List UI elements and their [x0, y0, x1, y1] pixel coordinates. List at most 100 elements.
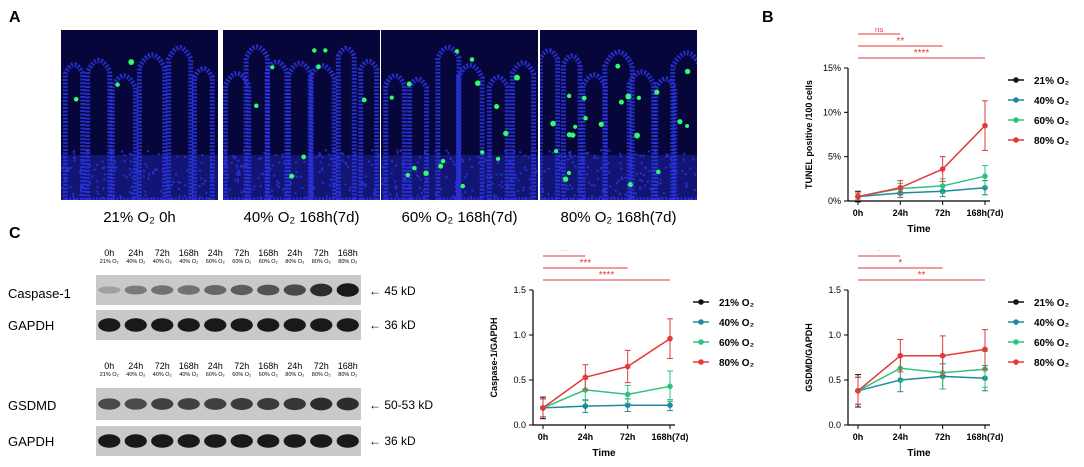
blot-band	[230, 318, 253, 332]
data-point	[624, 363, 631, 370]
nucleus	[309, 163, 313, 166]
nucleus	[506, 185, 510, 189]
nucleus	[103, 166, 106, 169]
nucleus	[390, 172, 393, 175]
nucleus	[485, 175, 489, 179]
blot-band	[336, 283, 359, 297]
lane-condition: 80% O₂	[338, 259, 358, 265]
nucleus	[541, 188, 544, 191]
x-tick-label: 168h(7d)	[966, 432, 1003, 442]
villus	[383, 73, 407, 200]
nucleus	[524, 196, 527, 200]
x-axis-label: Time	[907, 448, 931, 459]
x-tick-label: 168h(7d)	[651, 432, 688, 442]
legend-marker	[698, 299, 704, 305]
nucleus	[352, 186, 356, 189]
nucleus	[568, 184, 572, 187]
tunel-positive-cell	[583, 115, 588, 121]
gsdmd-chart: 0.0 0.5 1.0 1.5 0h 24h 72h 168h(7d) Time GSDMD/GA…	[804, 250, 1069, 459]
lane-time: 24h	[207, 361, 223, 371]
nucleus	[419, 156, 422, 159]
tunel-positive-cell	[115, 82, 120, 87]
nucleus	[556, 183, 559, 187]
nucleus	[620, 167, 623, 170]
nucleus	[615, 181, 619, 185]
lane-condition: 80% O₂	[338, 372, 358, 378]
lane-condition: 40% O₂	[126, 372, 146, 378]
lane-condition: 60% O₂	[258, 372, 278, 378]
lane-label: 72h 60% O₂	[229, 361, 256, 378]
nucleus	[607, 171, 611, 174]
blot-band	[151, 318, 174, 332]
tunel-positive-cell	[598, 121, 604, 127]
nucleus	[301, 186, 304, 190]
nucleus	[434, 149, 437, 153]
nucleus	[635, 172, 639, 176]
tunel-positive-cell	[475, 80, 481, 86]
nucleus	[79, 188, 82, 191]
nucleus	[101, 160, 104, 164]
nucleus	[500, 173, 503, 176]
nucleus	[639, 179, 642, 182]
nucleus	[514, 174, 517, 177]
tunel-positive-cell	[615, 63, 621, 69]
lane-time: 72h	[154, 361, 170, 371]
tunel-positive-cell	[480, 150, 485, 155]
lane-label: 168h 60% O₂	[255, 248, 282, 265]
blot-band	[98, 398, 121, 410]
tunel-positive-cell	[677, 119, 683, 125]
nucleus	[346, 165, 350, 169]
nucleus	[461, 158, 464, 161]
nucleus	[328, 184, 332, 187]
nucleus	[285, 173, 288, 177]
significance-label: ****	[599, 270, 615, 281]
legend-label: 80% O₂	[719, 358, 754, 369]
caspase-chart: 0.0 0.5 1.0 1.5 0h 24h 72h 168h(7d) Time Caspase-…	[489, 250, 754, 459]
lane-label: 168h 60% O₂	[255, 361, 282, 378]
nucleus	[278, 161, 281, 164]
nucleus	[417, 175, 420, 179]
nucleus	[382, 191, 386, 194]
nucleus	[558, 162, 561, 166]
nucleus	[599, 195, 602, 198]
x-axis-label: Time	[592, 448, 616, 459]
nucleus	[238, 173, 242, 177]
nucleus	[604, 194, 608, 197]
nucleus	[103, 178, 106, 181]
blot-band	[336, 397, 359, 411]
nucleus	[640, 161, 644, 165]
nucleus	[336, 156, 340, 160]
nucleus	[370, 163, 374, 167]
lane-label: 24h 60% O₂	[202, 248, 229, 265]
nucleus	[112, 195, 116, 198]
nucleus	[535, 170, 538, 173]
nucleus	[236, 180, 240, 184]
nucleus	[257, 157, 261, 160]
villus	[510, 60, 537, 200]
nucleus	[202, 182, 205, 186]
nucleus	[275, 154, 278, 157]
villus	[407, 76, 430, 200]
nucleus	[335, 184, 339, 187]
nucleus	[223, 171, 225, 174]
nucleus	[570, 156, 573, 159]
blot-band	[177, 398, 200, 410]
tunel-positive-cell	[254, 103, 259, 108]
y-tick-label: 0.0	[513, 420, 526, 430]
data-point	[582, 403, 589, 409]
nucleus	[289, 183, 292, 187]
nucleus	[489, 149, 492, 153]
nucleus	[128, 152, 132, 155]
nucleus	[454, 185, 457, 188]
nucleus	[312, 186, 315, 189]
significance-label: ****	[914, 48, 930, 59]
lane-label: 72h 80% O₂	[308, 248, 335, 265]
nucleus	[573, 154, 576, 158]
lane-label: 168h 80% O₂	[335, 248, 362, 265]
nucleus	[230, 161, 234, 165]
nucleus	[224, 157, 228, 161]
legend-marker	[1013, 117, 1019, 123]
nucleus	[505, 169, 508, 173]
lane-condition: 40% O₂	[179, 259, 199, 265]
legend-marker	[1013, 299, 1019, 305]
